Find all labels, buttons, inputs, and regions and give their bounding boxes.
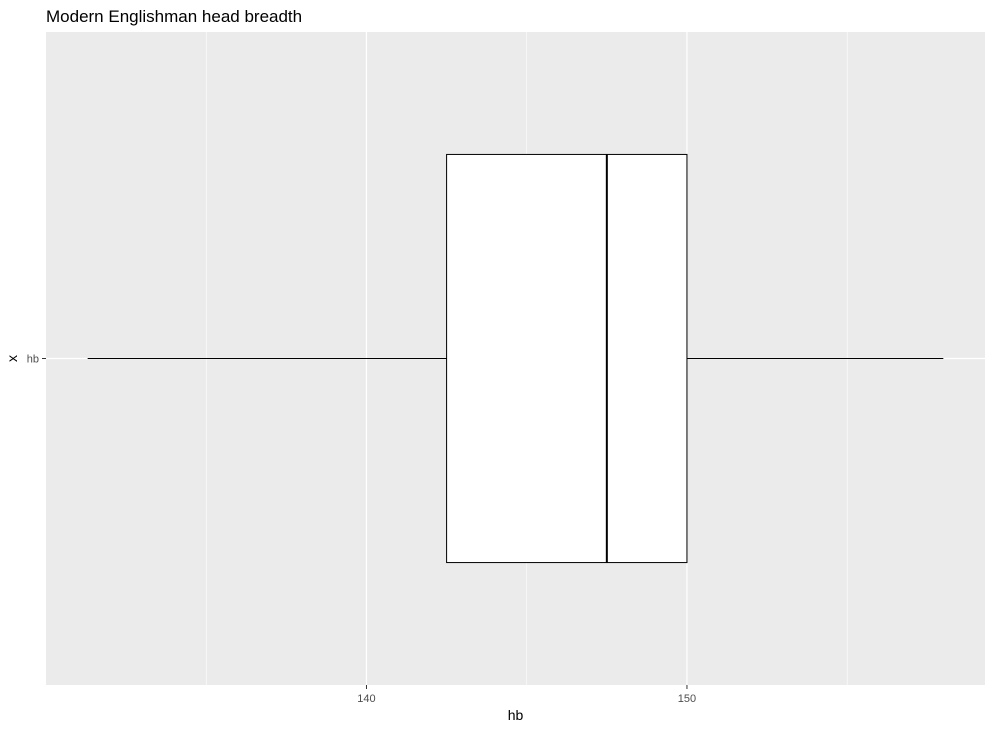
box-iqr: [446, 153, 688, 564]
x-axis-ticks: 140 150: [357, 685, 696, 705]
x-tick-label: 150: [678, 693, 696, 705]
y-tick-label: hb: [27, 354, 39, 366]
x-axis-title: hb: [508, 707, 524, 723]
chart-title: Modern Englishman head breadth: [46, 7, 302, 26]
y-axis-title: x: [4, 355, 20, 362]
y-axis-ticks: hb: [27, 354, 46, 366]
x-tick-label: 140: [357, 693, 375, 705]
boxplot-group: [87, 153, 944, 564]
